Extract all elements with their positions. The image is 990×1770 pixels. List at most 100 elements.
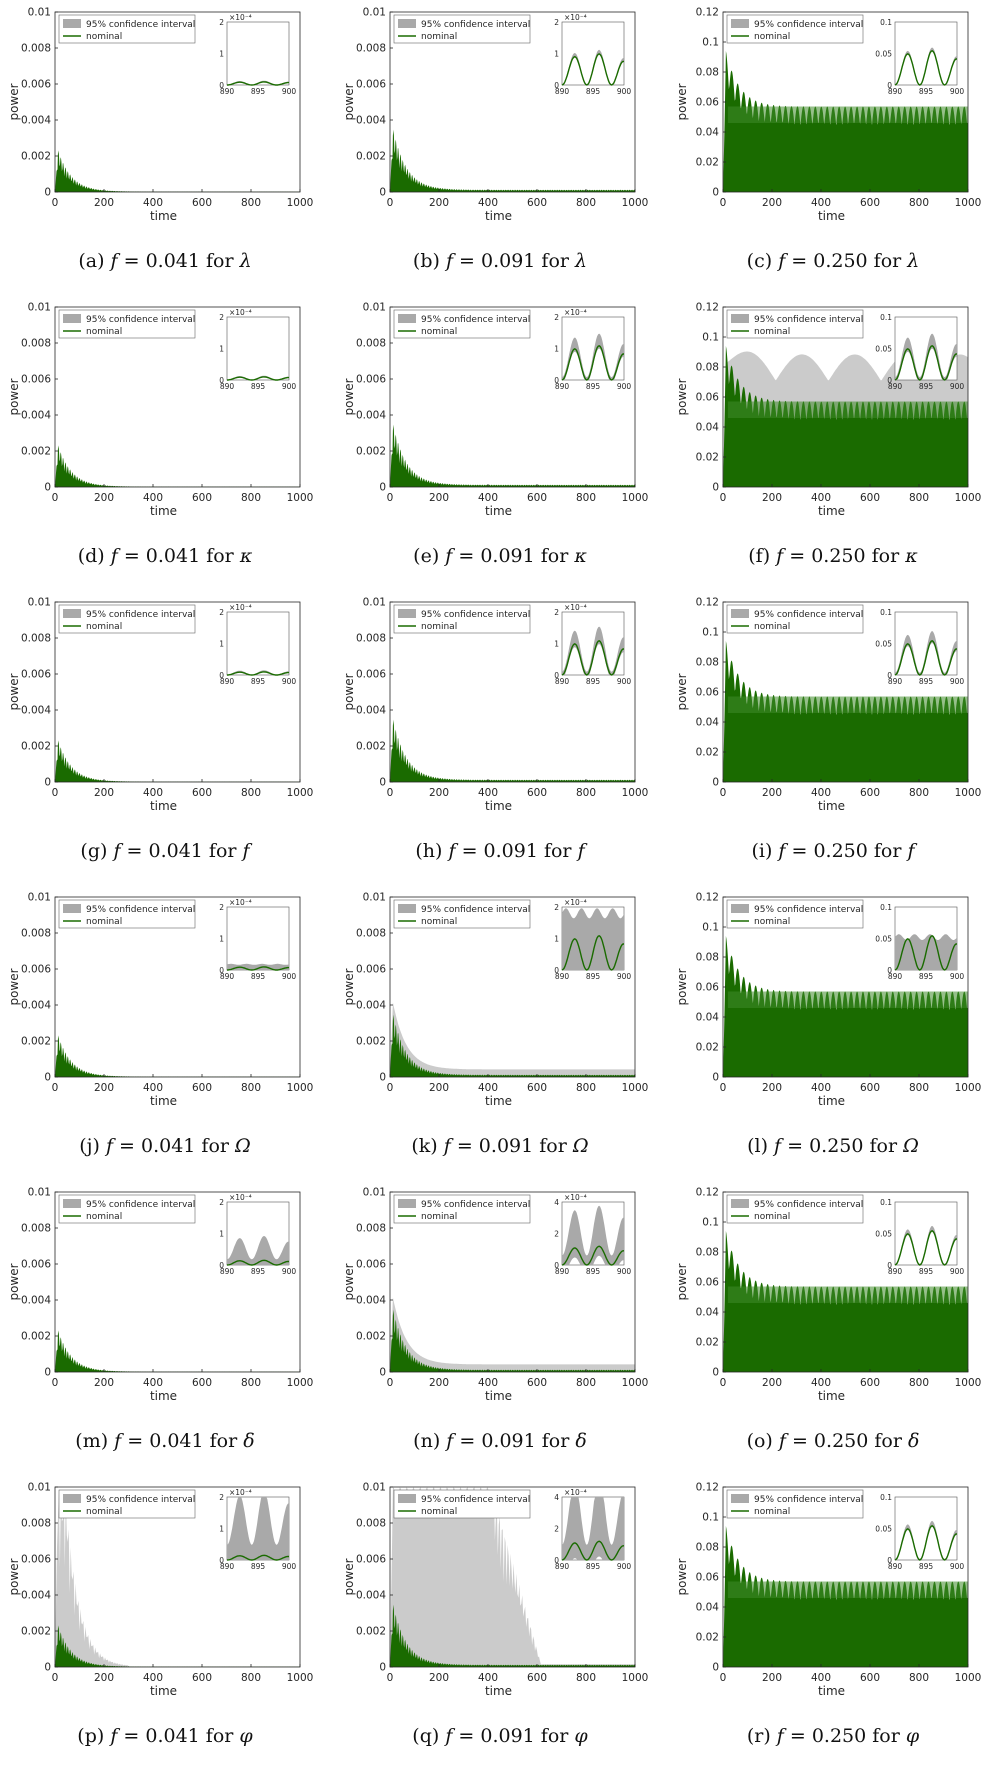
inset-exponent-label: ×10⁻⁴ — [229, 603, 252, 612]
y-tick-label: 0.004 — [21, 1000, 51, 1012]
legend: 95% confidence interval nominal — [393, 1489, 530, 1519]
y-tick-label: 0.12 — [696, 1482, 719, 1494]
y-tick-label: 0 — [712, 187, 719, 199]
legend: 95% confidence interval nominal — [58, 1489, 196, 1519]
y-tick-label: 0.04 — [696, 1602, 720, 1614]
inset-y-tick-label: 0.05 — [875, 640, 892, 649]
y-tick-label: 0.01 — [363, 1187, 386, 1199]
caption-f-value: = 0.091 for — [450, 1135, 573, 1157]
caption-d: (d) f = 0.041 for κ — [0, 545, 330, 567]
caption-f-symbol: f — [443, 1135, 451, 1157]
x-tick-label: 600 — [527, 787, 547, 799]
inset-x-tick-label: 890 — [888, 1562, 903, 1571]
y-tick-label: 0.002 — [21, 151, 51, 163]
legend: 95% confidence interval nominal — [726, 1489, 863, 1519]
inset-x-tick-label: 890 — [555, 1562, 570, 1571]
y-tick-label: 0.008 — [356, 1518, 386, 1530]
inset-x-tick-label: 895 — [919, 382, 934, 391]
x-tick-label: 200 — [762, 197, 782, 209]
caption-f: (f) f = 0.250 for κ — [668, 545, 990, 567]
x-tick-label: 0 — [720, 197, 727, 209]
inset-x-tick-label: 895 — [251, 677, 266, 686]
inset-x-tick-label: 900 — [617, 382, 632, 391]
x-tick-label: 0 — [52, 1082, 59, 1094]
inset-y-tick-label: 0 — [219, 1261, 224, 1270]
chart-svg-n: 0 0.002 0.004 0.006 0.008 0.01 0 200 400 600 800 10… — [342, 1187, 648, 1404]
caption-q: (q) f = 0.091 for φ — [335, 1725, 665, 1747]
x-tick-label: 0 — [387, 1672, 394, 1684]
inset-x-tick-label: 900 — [282, 87, 297, 96]
legend-ci-swatch — [398, 19, 416, 28]
legend: 95% confidence interval nominal — [726, 309, 863, 339]
legend-nominal-label: nominal — [754, 1212, 790, 1222]
legend: 95% confidence interval nominal — [726, 604, 863, 634]
x-tick-label: 1000 — [622, 492, 649, 504]
caption-parameter: δ — [243, 1430, 255, 1452]
y-axis-label: power — [675, 83, 689, 120]
x-tick-label: 400 — [143, 492, 163, 504]
legend-ci-swatch — [63, 1199, 81, 1208]
y-axis-label: power — [7, 968, 21, 1005]
legend-ci-label: 95% confidence interval — [754, 315, 863, 325]
y-tick-label: 0.12 — [696, 302, 719, 314]
inset-x-tick-label: 895 — [919, 1562, 934, 1571]
inset-exponent-label: ×10⁻⁴ — [229, 1193, 252, 1202]
y-axis-label: power — [7, 83, 21, 120]
y-tick-label: 0.006 — [21, 79, 51, 91]
y-tick-label: 0.01 — [363, 7, 386, 19]
y-tick-label: 0 — [712, 1367, 719, 1379]
legend-box — [58, 1489, 196, 1519]
inset-x-tick-label: 895 — [586, 382, 601, 391]
y-tick-label: 0.01 — [363, 597, 386, 609]
y-tick-label: 0.004 — [356, 1295, 386, 1307]
y-tick-label: 0.02 — [696, 1632, 719, 1644]
y-tick-label: 0 — [379, 1072, 386, 1084]
inset-exponent-label: ×10⁻⁴ — [564, 13, 587, 22]
x-axis-label: time — [818, 504, 845, 518]
caption-f-symbol: f — [778, 840, 786, 862]
caption-parameter: λ — [575, 250, 588, 272]
y-tick-label: 0.08 — [696, 362, 719, 374]
x-tick-label: 800 — [909, 197, 929, 209]
y-tick-label: 0.002 — [356, 1036, 386, 1048]
x-axis-label: time — [485, 209, 512, 223]
caption-parameter: λ — [239, 250, 252, 272]
y-tick-label: 0.06 — [696, 97, 720, 109]
legend-ci-swatch — [731, 1494, 749, 1503]
x-tick-label: 0 — [52, 492, 59, 504]
inset-exponent-label: ×10⁻⁴ — [229, 898, 252, 907]
legend-box — [393, 899, 531, 929]
x-axis-label: time — [150, 209, 177, 223]
inset: 0 0.05 0.1 890 895 900 — [875, 313, 964, 391]
y-tick-label: 0.002 — [21, 446, 51, 458]
legend-nominal-label: nominal — [86, 917, 122, 927]
chart-panel-d: 0 0.002 0.004 0.006 0.008 0.01 0 200 400 600 800 10… — [0, 295, 330, 590]
y-tick-label: 0.004 — [21, 705, 51, 717]
caption-f-value: = 0.041 for — [120, 840, 243, 862]
legend: 95% confidence interval nominal — [726, 899, 863, 929]
x-tick-label: 400 — [478, 197, 498, 209]
chart-svg-c: 0 0.02 0.04 0.06 0.08 0.1 0.12 0 200 400 600 800 100… — [675, 7, 981, 224]
inset-y-tick-label: 0 — [554, 376, 559, 385]
inset-y-tick-label: 0.1 — [880, 608, 892, 617]
chart-panel-e: 0 0.002 0.004 0.006 0.008 0.01 0 200 400 600 800 10… — [335, 295, 665, 590]
inset: 0 0.05 0.1 890 895 900 — [875, 18, 964, 96]
nominal-oscillation-band — [727, 106, 968, 123]
caption-prefix: (n) — [413, 1430, 447, 1452]
x-tick-label: 800 — [909, 492, 929, 504]
inset-x-tick-label: 890 — [555, 382, 570, 391]
chart-panel-k: 0 0.002 0.004 0.006 0.008 0.01 0 200 400 600 800 10… — [335, 885, 665, 1180]
legend: 95% confidence interval nominal — [393, 899, 531, 929]
chart-panel-h: 0 0.002 0.004 0.006 0.008 0.01 0 200 400 600 800 10… — [335, 590, 665, 885]
x-tick-label: 0 — [720, 787, 727, 799]
inset-y-tick-label: 2 — [554, 903, 559, 912]
y-tick-label: 0 — [379, 1367, 386, 1379]
x-tick-label: 1000 — [622, 1672, 649, 1684]
y-axis-label: power — [342, 1263, 356, 1300]
nominal-area — [55, 1330, 300, 1372]
legend-ci-label: 95% confidence interval — [86, 1200, 195, 1210]
y-tick-label: 0.02 — [696, 1337, 719, 1349]
inset-x-tick-label: 900 — [617, 1267, 632, 1276]
